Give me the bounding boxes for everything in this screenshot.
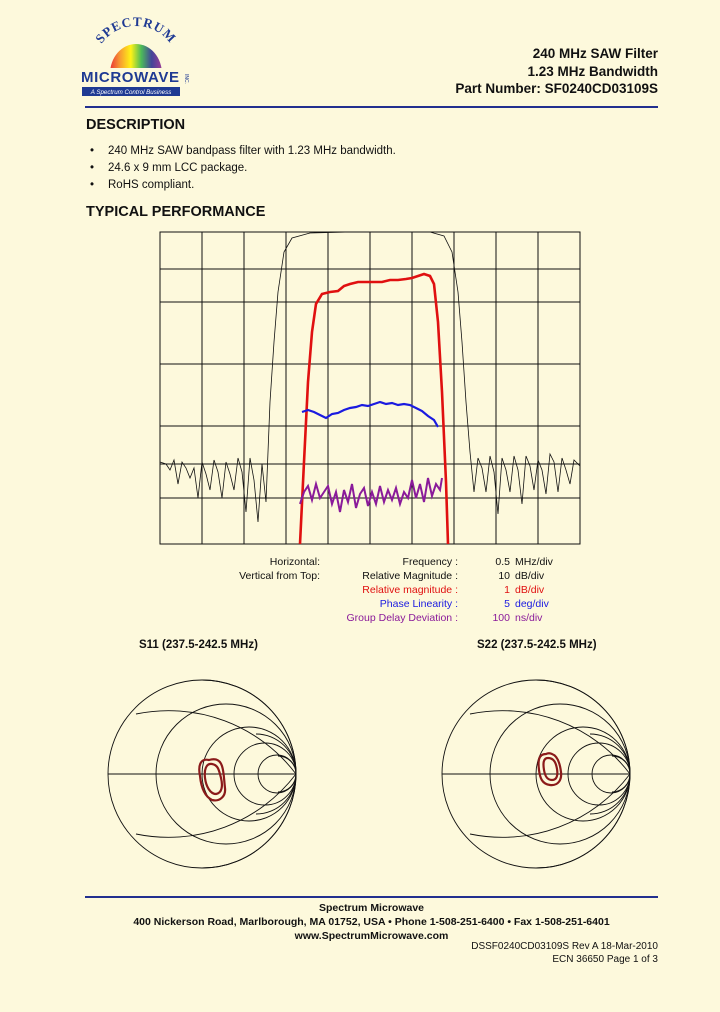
description-item: • 24.6 x 9 mm LCC package. <box>90 162 248 174</box>
spectrum-microwave-logo: SPECTRUM MICROWAVE INC. A Spectrum Contr… <box>80 16 189 96</box>
description-list: • 240 MHz SAW bandpass filter with 1.23 M… <box>90 143 396 194</box>
description-item-text: 240 MHz SAW bandpass filter with 1.23 MH… <box>108 145 396 157</box>
legend-unit: dB/div <box>515 584 545 596</box>
footer-website[interactable]: www.SpectrumMicrowave.com <box>294 930 449 942</box>
footer-address: 400 Nickerson Road, Marlborough, MA 0175… <box>133 916 610 928</box>
legend-unit: deg/div <box>515 598 549 610</box>
legend-value: 100 <box>492 612 510 624</box>
header-rule <box>85 106 658 108</box>
description-item: • RoHS compliant. <box>90 179 195 191</box>
s22-trace <box>537 752 563 787</box>
legend-unit: ns/div <box>515 612 543 624</box>
footer-company: Spectrum Microwave <box>318 902 425 914</box>
legend-name: Relative Magnitude : <box>362 570 458 582</box>
vertical-label: Vertical from Top: <box>239 570 320 582</box>
phase-linearity-trace <box>301 400 439 428</box>
svg-text:A Spectrum Control Business: A Spectrum Control Business <box>90 89 172 96</box>
legend-value: 5 <box>504 598 510 610</box>
part-number: Part Number: SF0240CD03109S <box>455 81 658 96</box>
horizontal-label: Horizontal: <box>269 556 320 568</box>
s22-smith-chart <box>441 679 631 869</box>
group-delay-trace <box>299 477 443 513</box>
legend-name: Phase Linearity : <box>379 598 458 610</box>
ecn-page: ECN 36650 Page 1 of 3 <box>552 954 658 965</box>
wide-magnitude-trace <box>159 231 581 523</box>
legend-row-magnitude: Vertical from Top: Relative Magnitude : … <box>150 570 570 584</box>
performance-heading: TYPICAL PERFORMANCE <box>86 204 266 220</box>
product-title: 240 MHz SAW Filter <box>532 46 658 61</box>
description-item: • 240 MHz SAW bandpass filter with 1.23 M… <box>90 145 396 157</box>
description-heading: DESCRIPTION <box>86 117 186 133</box>
svg-text:SPECTRUM: SPECTRUM <box>92 16 179 46</box>
legend-row-phase: Phase Linearity : 5 deg/div <box>150 598 570 612</box>
s11-title: S11 (237.5-242.5 MHz) <box>139 639 258 651</box>
bandwidth-subtitle: 1.23 MHz Bandwidth <box>527 64 658 79</box>
description-item-text: RoHS compliant. <box>108 179 195 191</box>
performance-plot <box>159 231 581 545</box>
legend-name: Relative magnitude : <box>362 584 458 596</box>
legend-name: Frequency : <box>402 556 458 568</box>
svg-text:MICROWAVE: MICROWAVE <box>81 69 179 86</box>
legend-row-group-delay: Group Delay Deviation : 100 ns/div <box>150 612 570 626</box>
legend-value: 10 <box>498 570 510 582</box>
legend-name: Group Delay Deviation : <box>346 612 458 624</box>
s11-trace <box>198 758 227 802</box>
document-reference: DSSF0240CD03109S Rev A 18-Mar-2010 <box>471 941 658 952</box>
legend-row-relative-magnitude: Relative magnitude : 1 dB/div <box>150 584 570 598</box>
legend-row-frequency: Horizontal: Frequency : 0.5 MHz/div <box>150 556 570 570</box>
legend-unit: MHz/div <box>515 556 553 568</box>
footer-rule <box>85 896 658 898</box>
s11-smith-chart <box>107 679 297 869</box>
legend-unit: dB/div <box>515 570 545 582</box>
passband-magnitude-trace <box>298 272 450 545</box>
svg-text:INC.: INC. <box>183 74 189 84</box>
legend-value: 0.5 <box>495 556 510 568</box>
s22-title: S22 (237.5-242.5 MHz) <box>477 639 597 651</box>
legend-value: 1 <box>504 584 510 596</box>
description-item-text: 24.6 x 9 mm LCC package. <box>108 162 248 174</box>
